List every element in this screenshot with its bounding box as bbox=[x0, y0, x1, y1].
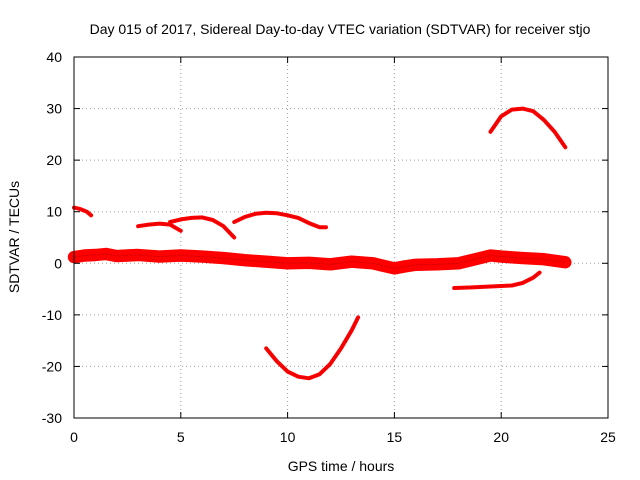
y-tick-label: 10 bbox=[46, 204, 62, 220]
series-layer bbox=[67, 106, 572, 381]
series-texture-arc-baseline bbox=[73, 253, 566, 269]
y-tick-label: -10 bbox=[42, 307, 62, 323]
y-tick-label: 0 bbox=[54, 255, 62, 271]
chart-title: Day 015 of 2017, Sidereal Day-to-day VTE… bbox=[90, 21, 591, 37]
plot-frame bbox=[73, 56, 609, 419]
x-tick-label: 20 bbox=[493, 429, 509, 445]
x-tick-label: 25 bbox=[600, 429, 616, 445]
y-tick-label: -30 bbox=[42, 410, 62, 426]
series-texture-arc-morning-b bbox=[169, 216, 235, 238]
x-tick-label: 5 bbox=[177, 429, 185, 445]
y-tick-label: 30 bbox=[46, 101, 62, 117]
y-tick-label: -20 bbox=[42, 358, 62, 374]
series-texture-arc-evening-low bbox=[453, 272, 541, 289]
series-texture-arc-morning-a bbox=[137, 223, 182, 232]
y-tick-label: 20 bbox=[46, 152, 62, 168]
x-tick-label: 0 bbox=[70, 429, 78, 445]
series-texture-arc-midday bbox=[233, 212, 327, 228]
y-tick-label: 40 bbox=[46, 49, 62, 65]
series-texture-arc-peak bbox=[490, 108, 566, 148]
series-texture-arc-early bbox=[73, 207, 92, 216]
x-tick-label: 10 bbox=[280, 429, 296, 445]
series-texture-arc-dip bbox=[265, 316, 359, 379]
y-axis-label: SDTVAR / TECUs bbox=[6, 181, 22, 293]
x-axis-label: GPS time / hours bbox=[288, 458, 395, 474]
tick-layer: 0 5 10 15 20 25 -30 -20 -10 0 10 20 30 40 bbox=[42, 49, 616, 445]
x-tick-label: 15 bbox=[387, 429, 403, 445]
